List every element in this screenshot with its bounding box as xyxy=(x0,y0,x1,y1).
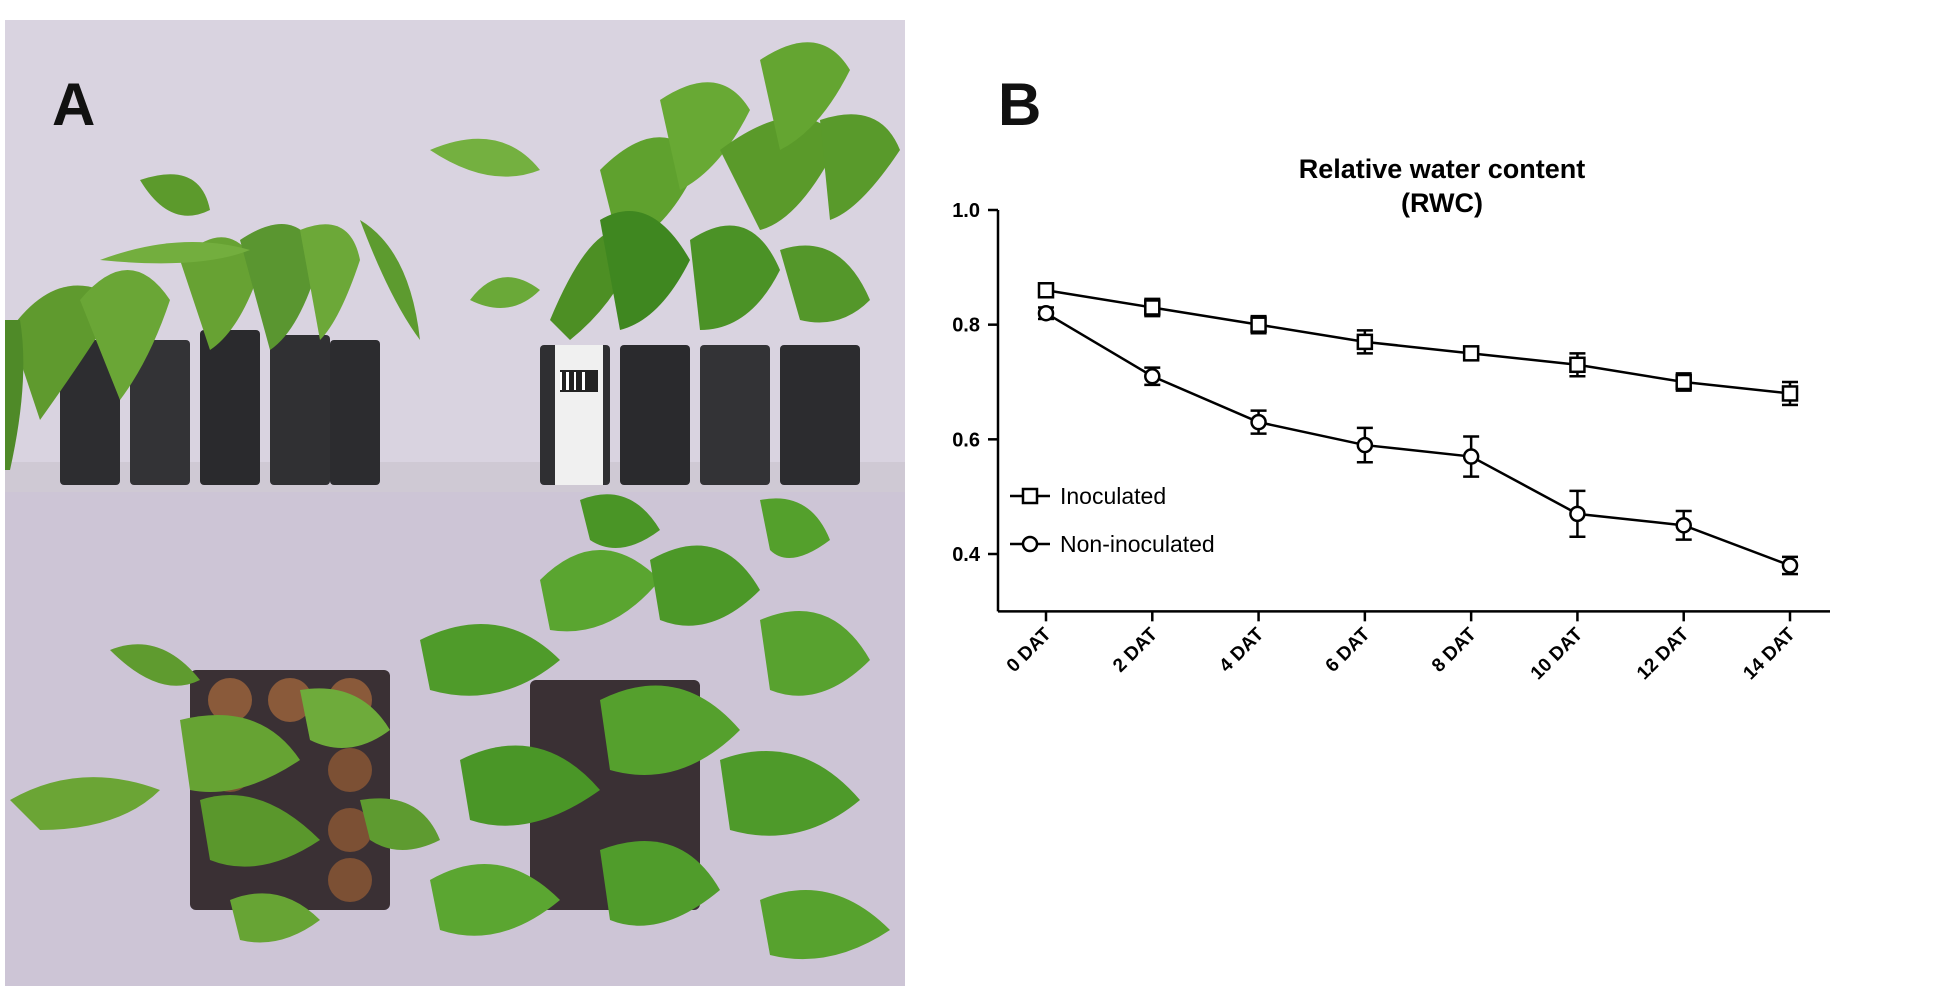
data-point-square xyxy=(1569,356,1586,374)
x-tick-label: 8 DAT xyxy=(1428,624,1481,677)
data-point-circle xyxy=(1781,557,1799,574)
x-tick-label: 4 DAT xyxy=(1215,624,1268,677)
wilted-plants-side-view xyxy=(5,174,420,485)
series-non-inoculated xyxy=(1037,304,1799,576)
data-point-square xyxy=(1250,316,1267,333)
x-tick-label: 14 DAT xyxy=(1739,624,1799,684)
chart-title: Relative water content xyxy=(1299,154,1586,184)
rwc-chart: Relative water content (RWC) 0.4 0.6 0.8 1.… xyxy=(952,154,1830,684)
chart-legend: Inoculated Non-inoculated xyxy=(1010,483,1215,557)
chart-axes: 0.4 0.6 0.8 1.0 0 DAT 2 DAT 4 DAT 6 DAT 8 DAT 10 … xyxy=(952,200,1830,684)
panel-b-label: B xyxy=(998,71,1042,138)
data-point-square xyxy=(1037,282,1055,299)
data-point-circle xyxy=(1462,448,1480,465)
data-point-circle xyxy=(1356,436,1374,454)
series-inoculated xyxy=(1037,282,1799,407)
x-tick-label: 2 DAT xyxy=(1109,624,1162,677)
healthy-plants-side-view xyxy=(430,42,900,485)
data-point-square xyxy=(1144,299,1161,316)
data-point-circle xyxy=(1037,304,1055,322)
x-tick-label: 10 DAT xyxy=(1527,624,1587,684)
plant-photo xyxy=(5,20,905,986)
data-point-square xyxy=(1675,373,1692,391)
data-point-square xyxy=(1356,333,1374,351)
y-tick-label: 0.8 xyxy=(952,315,980,337)
y-tick-label: 0.4 xyxy=(952,544,981,566)
chart-series xyxy=(1037,282,1799,576)
data-point-circle xyxy=(1569,505,1586,523)
legend-label: Non-inoculated xyxy=(1060,531,1215,557)
series-line xyxy=(1045,289,1791,395)
y-tick-label: 1.0 xyxy=(952,200,980,222)
legend-label: Inoculated xyxy=(1060,483,1166,509)
legend-marker-square xyxy=(1021,487,1039,505)
chart-subtitle: (RWC) xyxy=(1401,188,1483,218)
data-point-circle xyxy=(1675,517,1692,534)
data-point-square xyxy=(1781,385,1799,402)
panel-a-label: A xyxy=(52,71,96,138)
legend-marker-circle xyxy=(1021,535,1039,553)
x-tick-label: 12 DAT xyxy=(1633,624,1693,684)
chart-panel-b: B Relative water content (RWC) 0.4 0.6 0.8… xyxy=(930,60,1950,986)
healthy-plants-top-view xyxy=(420,494,890,960)
data-point-circle xyxy=(1144,368,1161,385)
data-point-square xyxy=(1462,345,1480,362)
series-line xyxy=(1045,312,1791,567)
wilted-plants-top-view xyxy=(10,644,440,943)
x-tick-label: 0 DAT xyxy=(1003,624,1056,677)
y-tick-label: 0.6 xyxy=(952,429,980,451)
data-point-circle xyxy=(1250,413,1267,431)
photo-panel-a: A xyxy=(0,0,910,986)
x-tick-label: 6 DAT xyxy=(1322,624,1375,677)
